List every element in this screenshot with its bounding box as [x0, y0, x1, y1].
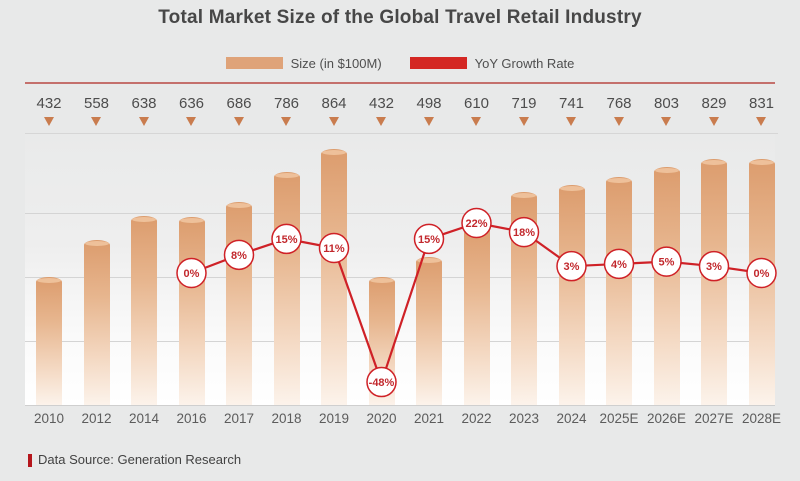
gridline: [25, 213, 775, 214]
triangle-down-icon: [281, 117, 291, 126]
x-axis-label: 2027E: [694, 411, 734, 426]
x-axis-label: 2019: [318, 411, 350, 426]
triangle-down-icon: [756, 117, 766, 126]
triangle-down-icon: [613, 117, 624, 126]
triangle-down-icon: [328, 117, 339, 126]
triangle-down-icon: [186, 117, 196, 126]
bar-value-label: 636: [178, 95, 205, 112]
x-axis-label: 2018: [271, 411, 302, 426]
triangle-down-icon: [566, 117, 576, 126]
triangle-down-icon: [708, 117, 719, 126]
bar-value-label: 638: [131, 95, 157, 112]
legend-line-label: YoY Growth Rate: [474, 55, 575, 71]
triangle-down-icon: [43, 117, 54, 126]
plot-baseline: [25, 405, 775, 406]
bar: [131, 215, 157, 405]
x-axis-label: 2017: [223, 411, 255, 426]
x-axis-label: 2010: [33, 411, 65, 426]
bar-value-label: 768: [606, 95, 632, 112]
bar: [701, 159, 727, 405]
plot-top-line: [25, 133, 778, 134]
legend-bar-label: Size (in $100M): [290, 55, 382, 71]
bar: [416, 257, 442, 405]
triangle-down-icon: [376, 117, 386, 126]
x-axis-label: 2020: [366, 411, 397, 426]
legend-line-swatch-icon: [409, 57, 467, 69]
bar-value-label: 786: [273, 95, 300, 112]
x-axis-label: 2023: [508, 411, 540, 426]
triangle-down-icon: [138, 117, 149, 126]
x-axis-label: 2016: [176, 411, 207, 426]
source-text: Data Source: Generation Research: [38, 452, 242, 467]
bar: [83, 239, 110, 405]
source-marker: [28, 454, 32, 467]
bar: [226, 201, 252, 405]
triangle-down-icon: [233, 117, 244, 126]
bar: [511, 191, 537, 405]
bar: [748, 158, 775, 405]
x-axis-label: 2022: [461, 411, 492, 426]
bar-value-label: 686: [226, 95, 252, 112]
bar-value-label: 610: [463, 95, 490, 112]
x-axis-label: 2025E: [599, 411, 639, 426]
triangle-down-icon: [471, 117, 481, 126]
bar-value-label: 558: [83, 95, 110, 112]
bar-value-label: 831: [748, 95, 775, 112]
bar: [368, 277, 395, 405]
bar-value-label: 829: [701, 95, 727, 112]
bar: [463, 224, 490, 405]
bar-value-label: 719: [511, 95, 537, 112]
bar: [273, 172, 300, 405]
triangle-down-icon: [661, 117, 671, 126]
top-divider: [25, 82, 775, 84]
x-axis-label: 2028E: [741, 411, 782, 426]
legend: Size (in $100M) YoY Growth Rate: [0, 55, 800, 71]
triangle-down-icon: [423, 117, 434, 126]
x-axis-label: 2024: [556, 411, 587, 426]
bar: [321, 149, 347, 405]
bar-value-label: 432: [368, 95, 395, 112]
bar-value-label: 741: [558, 95, 585, 112]
x-axis-label: 2014: [128, 411, 160, 426]
bar: [178, 216, 205, 405]
bar-value-label: 432: [36, 95, 62, 112]
bar: [653, 167, 680, 405]
x-axis-label: 2021: [413, 411, 445, 426]
legend-bar-swatch-icon: [225, 57, 283, 69]
triangle-down-icon: [91, 117, 101, 126]
x-axis-label: 2026E: [646, 411, 687, 426]
page-title: Total Market Size of the Global Travel R…: [158, 7, 642, 28]
triangle-down-icon: [518, 117, 529, 126]
bar: [558, 185, 585, 405]
bar: [36, 277, 62, 405]
bar-value-label: 803: [653, 95, 680, 112]
bar: [606, 177, 632, 405]
bar-value-label: 498: [416, 95, 442, 112]
bar-value-label: 864: [321, 95, 347, 112]
x-axis-label: 2012: [81, 411, 112, 426]
